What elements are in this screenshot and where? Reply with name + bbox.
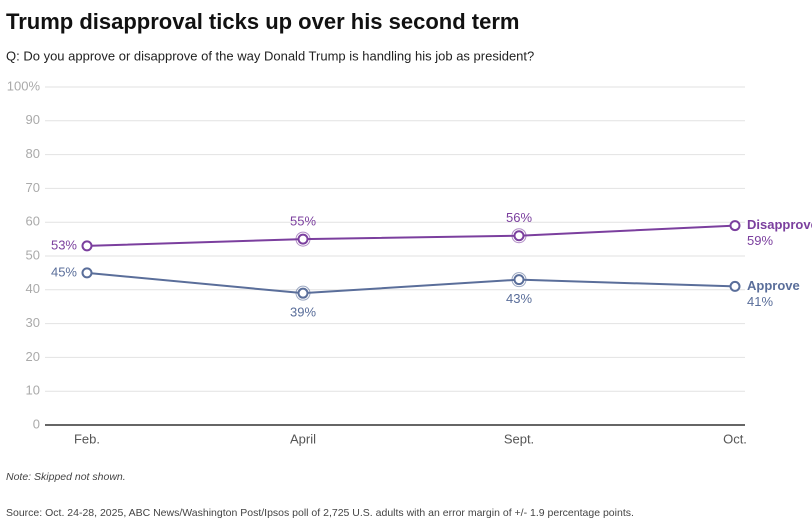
source: Source: Oct. 24-28, 2025, ABC News/Washi…	[6, 507, 634, 519]
data-label: 45%	[51, 264, 77, 279]
x-tick-label: Feb.	[74, 431, 100, 446]
marker	[729, 220, 741, 232]
y-tick-label: 80	[26, 146, 40, 161]
marker	[729, 280, 741, 292]
marker	[513, 274, 525, 286]
x-tick-label: Sept.	[504, 431, 534, 446]
y-tick-label: 50	[26, 247, 40, 262]
y-tick-label: 70	[26, 180, 40, 195]
data-label: 43%	[506, 291, 532, 306]
y-tick-label: 0	[33, 416, 40, 431]
y-tick-label: 100%	[7, 78, 41, 93]
marker-halo	[295, 231, 311, 247]
marker	[81, 240, 93, 252]
marker	[513, 230, 525, 242]
marker	[81, 267, 93, 279]
y-tick-label: 90	[26, 112, 40, 127]
marker-halo	[511, 272, 527, 288]
marker	[297, 233, 309, 245]
series-label: Disapprove	[747, 217, 812, 232]
data-label: 56%	[506, 210, 532, 225]
y-tick-label: 60	[26, 214, 40, 229]
y-tick-label: 10	[26, 383, 40, 398]
series-label: Approve	[747, 278, 800, 293]
marker	[297, 287, 309, 299]
x-tick-label: April	[290, 431, 316, 446]
chart-subtitle: Q: Do you approve or disapprove of the w…	[6, 48, 534, 63]
marker-halo	[295, 285, 311, 301]
series-line	[86, 271, 736, 295]
data-label: 53%	[51, 237, 77, 252]
marker-halo	[511, 228, 527, 244]
data-label: 59%	[747, 233, 773, 248]
y-tick-label: 40	[26, 281, 40, 296]
data-label: 41%	[747, 294, 773, 309]
chart-title: Trump disapproval ticks up over his seco…	[6, 9, 519, 34]
data-label: 39%	[290, 305, 316, 320]
x-tick-label: Oct.	[723, 431, 747, 446]
note: Note: Skipped not shown.	[6, 471, 126, 483]
data-label: 55%	[290, 214, 316, 229]
y-tick-label: 30	[26, 315, 40, 330]
series-line	[86, 224, 736, 247]
y-tick-label: 20	[26, 349, 40, 364]
